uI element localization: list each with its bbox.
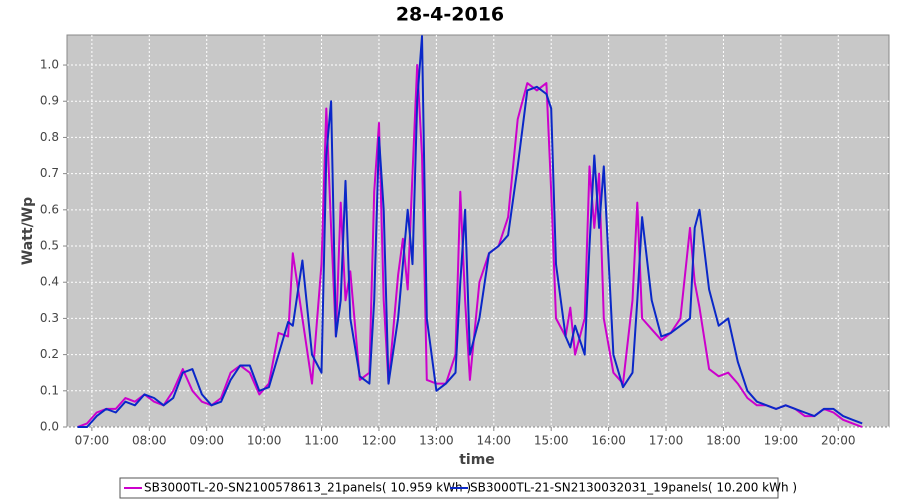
series-line	[77, 35, 863, 428]
x-tick-label: 17:00	[649, 434, 684, 448]
x-tick-label: 19:00	[764, 434, 799, 448]
chart-title: 28-4-2016	[396, 4, 504, 26]
x-tick-label: 13:00	[419, 434, 454, 448]
y-tick-label: 0.0	[40, 420, 59, 434]
x-tick-label: 09:00	[189, 434, 224, 448]
y-tick-label: 0.2	[40, 347, 59, 361]
legend	[119, 477, 779, 499]
y-tick-label: 0.6	[40, 202, 59, 216]
y-tick-label: 0.3	[40, 311, 59, 325]
x-tick-label: 14:00	[476, 434, 511, 448]
x-tick-label: 08:00	[132, 434, 167, 448]
y-tick-label: 1.0	[40, 58, 59, 72]
x-tick-label: 20:00	[821, 434, 856, 448]
x-axis-label: time	[459, 452, 495, 468]
y-tick-label: 0.4	[40, 275, 59, 289]
x-tick-label: 16:00	[591, 434, 626, 448]
x-tick-label: 07:00	[75, 434, 110, 448]
y-tick-label: 0.7	[40, 166, 59, 180]
y-tick-label: 0.9	[40, 94, 59, 108]
legend-label: SB3000TL-21-SN2130032031_19panels( 10.20…	[470, 481, 797, 495]
x-tick-label: 15:00	[534, 434, 569, 448]
y-axis-label: Watt/Wp	[20, 197, 36, 265]
x-tick-label: 12:00	[362, 434, 397, 448]
x-tick-label: 10:00	[247, 434, 282, 448]
plot-area	[66, 34, 890, 428]
y-tick-label: 0.1	[40, 383, 59, 397]
x-tick-label: 18:00	[706, 434, 741, 448]
y-tick-label: 0.5	[40, 239, 59, 253]
legend-label: SB3000TL-20-SN2100578613_21panels( 10.95…	[144, 481, 471, 495]
series-line	[77, 64, 863, 428]
x-tick-label: 11:00	[304, 434, 339, 448]
y-tick-label: 0.8	[40, 130, 59, 144]
